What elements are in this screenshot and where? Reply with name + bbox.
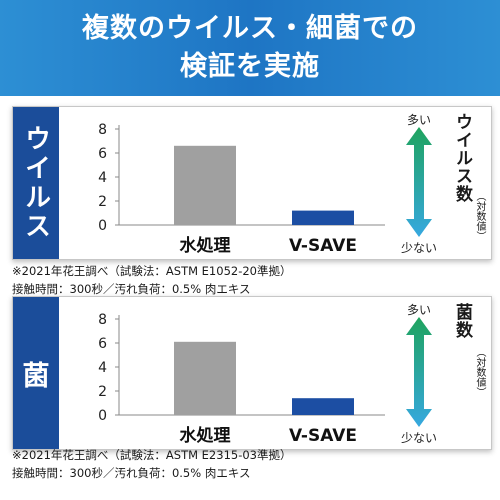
scale-arrow: 多い 少ない [393,107,445,259]
title-line-1: 複数のウイルス・細菌での [82,13,418,44]
up-down-arrow-icon [406,317,432,427]
bacteria-test-note: ※2021年花王調べ（試験法：ASTM E2315-03準拠） 接触時間：300… [12,446,492,482]
y-tick-label: 0 [98,218,107,234]
up-down-arrow-icon [406,127,432,237]
arrow-top-label: 多い [406,303,431,317]
y-axis-label: 菌数 [452,303,472,339]
header-banner: 複数のウイルス・細菌での 検証を実施 [0,0,500,96]
title-line-2: 検証を実施 [180,51,320,82]
note-line-1: ※2021年花王調べ（試験法：ASTM E1052-20準拠） [12,264,292,278]
y-tick-label: 2 [98,384,107,400]
x-category-label: 水処理 [180,235,231,256]
scale-arrow: 多い 少ない [393,297,445,449]
y-axis-measure-label: 菌数 （対数値） [448,303,486,443]
bar-water [174,341,236,415]
y-axis-sublabel: （対数値） [474,347,485,397]
y-tick-label: 6 [98,146,107,162]
y-tick-label: 2 [98,194,107,210]
bacteria-chart-panel: 菌 0 2 4 6 8 水処理 V-SAVE 多い 少ない 菌数 （対数値） [12,296,492,450]
y-tick-label: 4 [98,170,107,186]
x-category-label: V-SAVE [289,236,357,256]
y-axis-measure-label: ウイルス数 （対数値） [448,113,486,253]
y-tick-label: 8 [98,122,107,138]
arrow-bottom-label: 少ない [400,431,437,445]
y-tick-label: 6 [98,336,107,352]
y-axis-sublabel: （対数値） [474,191,485,241]
virus-test-note: ※2021年花王調べ（試験法：ASTM E1052-20準拠） 接触時間：300… [12,262,492,298]
y-tick-label: 4 [98,360,107,376]
y-tick-label: 0 [98,408,107,424]
panel-label-virus: ウイルス [13,107,59,259]
note-line-2: 接触時間：300秒／汚れ負荷：0.5% 肉エキス [12,282,251,296]
arrow-top-label: 多い [406,113,431,127]
y-axis-label: ウイルス数 [452,113,472,203]
x-category-label: 水処理 [180,425,231,446]
bar-water [174,145,236,225]
panel-label-bacteria: 菌 [13,297,59,449]
virus-chart-panel: ウイルス 0 2 4 6 8 水処理 V-SAVE 多い 少ない ウイルス数 （対数値） [12,106,492,260]
bacteria-bar-chart: 0 2 4 6 8 水処理 V-SAVE [98,312,385,446]
note-line-2: 接触時間：300秒／汚れ負荷：0.5% 肉エキス [12,466,251,480]
note-line-1: ※2021年花王調べ（試験法：ASTM E2315-03準拠） [12,448,292,462]
bar-v-save [292,210,354,225]
y-tick-label: 8 [98,312,107,328]
arrow-bottom-label: 少ない [400,241,437,255]
bar-v-save [292,398,354,415]
virus-bar-chart: 0 2 4 6 8 水処理 V-SAVE [98,122,385,256]
x-category-label: V-SAVE [289,426,357,446]
